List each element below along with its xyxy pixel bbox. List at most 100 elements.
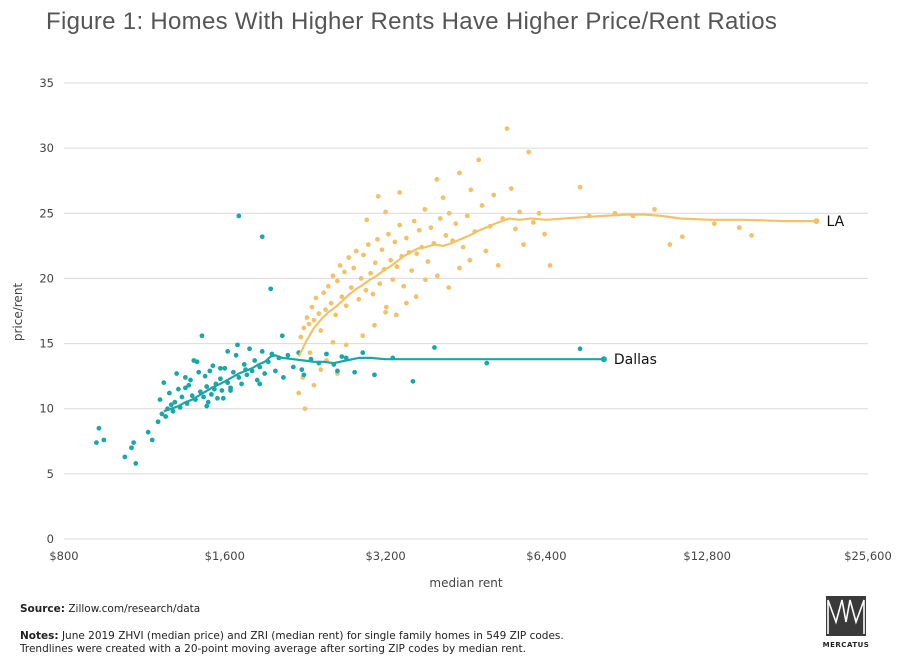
- la-point-13: [330, 273, 336, 279]
- la-point-90: [667, 242, 673, 247]
- dallas-point-37: [219, 388, 225, 393]
- dallas-point-88: [204, 403, 210, 409]
- dallas-point-86: [220, 395, 226, 401]
- y-tick-5: 5: [47, 467, 54, 481]
- la-point-92: [711, 221, 717, 227]
- dallas-point-79: [225, 348, 231, 354]
- la-point-97: [302, 406, 308, 412]
- dallas-point-19: [182, 385, 188, 391]
- la-point-84: [547, 263, 553, 268]
- la-point-32: [375, 236, 380, 242]
- la-point-105: [372, 322, 377, 328]
- dallas-point-74: [484, 360, 490, 366]
- la-point-117: [397, 190, 403, 195]
- la-point-108: [393, 312, 399, 318]
- la-point-0: [298, 334, 304, 340]
- la-point-85: [577, 184, 583, 190]
- x-tick-6400: $6,400: [526, 549, 566, 563]
- la-point-64: [460, 244, 466, 250]
- dallas-point-94: [157, 397, 163, 402]
- dallas-point-10: [159, 411, 165, 417]
- dallas-point-1: [96, 425, 102, 431]
- source-note: Source: Zillow.com/research/data: [20, 603, 200, 616]
- dallas-point-62: [301, 372, 307, 378]
- la-point-56: [434, 177, 440, 182]
- la-point-91: [679, 234, 685, 240]
- la-point-15: [335, 278, 340, 284]
- dallas-point-89: [196, 369, 202, 375]
- la-point-26: [361, 252, 366, 258]
- la-point-49: [414, 251, 420, 257]
- la-point-40: [392, 239, 398, 245]
- la-point-118: [383, 209, 388, 215]
- la-point-8: [318, 328, 324, 333]
- la-point-106: [360, 333, 366, 339]
- y-tick-labels: 0 5 10 15 20 25 30 35: [39, 76, 54, 546]
- la-point-31: [372, 260, 378, 266]
- dallas-point-8: [149, 437, 155, 443]
- la-point-113: [446, 285, 452, 290]
- notes: Notes: June 2019 ZHVI (median price) and…: [20, 630, 564, 656]
- dallas-point-50: [254, 377, 260, 383]
- dallas-trend-end: [600, 356, 607, 363]
- notes-line-1: June 2019 ZHVI (median price) and ZRI (m…: [61, 630, 564, 642]
- y-tick-10: 10: [39, 402, 54, 416]
- la-point-34: [379, 247, 385, 253]
- la-point-33: [377, 281, 383, 287]
- la-point-77: [513, 226, 518, 232]
- dallas-point-43: [236, 375, 242, 380]
- la-point-27: [363, 287, 369, 293]
- la-point-60: [446, 210, 452, 216]
- la-point-44: [401, 283, 407, 289]
- la-point-66: [468, 187, 474, 193]
- la-point-62: [453, 221, 459, 227]
- dallas-point-95: [257, 381, 263, 387]
- la-point-102: [318, 367, 324, 373]
- dallas-point-0: [94, 440, 99, 445]
- dallas-point-22: [189, 393, 195, 399]
- source-text: Zillow.com/research/data: [68, 603, 201, 615]
- x-tick-1600: $1,600: [205, 549, 245, 563]
- la-point-83: [542, 231, 547, 237]
- chart-title: Figure 1: Homes With Higher Rents Have H…: [46, 8, 778, 35]
- la-point-28: [365, 242, 371, 247]
- gridlines: [64, 82, 868, 540]
- dallas-point-21: [188, 377, 193, 383]
- x-axis-label: median rent: [429, 576, 502, 590]
- la-point-54: [428, 225, 434, 231]
- la-point-104: [343, 342, 349, 348]
- dallas-point-4: [129, 445, 134, 451]
- dallas-point-9: [155, 419, 161, 425]
- dallas-point-93: [163, 414, 169, 419]
- dallas-point-80: [182, 375, 188, 380]
- la-point-7: [316, 311, 322, 317]
- dallas-point-13: [166, 390, 172, 396]
- dallas-point-33: [210, 363, 216, 369]
- la-point-16: [337, 263, 343, 268]
- la-point-82: [536, 210, 542, 216]
- dallas-point-7: [145, 429, 151, 435]
- la-point-68: [476, 157, 482, 163]
- mercatus-logo: MERCATUS: [823, 596, 869, 649]
- dallas-point-42: [233, 352, 239, 358]
- la-point-22: [351, 265, 357, 271]
- dallas-point-69: [360, 350, 366, 356]
- la-point-48: [411, 218, 417, 224]
- la-point-14: [333, 312, 339, 318]
- la-point-93: [736, 225, 742, 231]
- la-point-58: [440, 195, 446, 201]
- x-tick-12800: $12,800: [683, 549, 731, 563]
- dallas-point-83: [235, 342, 240, 348]
- la-point-70: [483, 248, 489, 254]
- la-point-36: [383, 304, 389, 310]
- dallas-point-11: [161, 380, 167, 386]
- la-point-45: [403, 235, 409, 241]
- dallas-point-56: [273, 368, 278, 374]
- la-point-80: [526, 149, 532, 155]
- la-point-10: [323, 307, 328, 313]
- la-point-114: [457, 265, 462, 271]
- dallas-point-75: [577, 346, 583, 352]
- dallas-point-58: [281, 375, 286, 380]
- dallas-point-36: [218, 376, 223, 382]
- dallas-point-32: [208, 391, 214, 397]
